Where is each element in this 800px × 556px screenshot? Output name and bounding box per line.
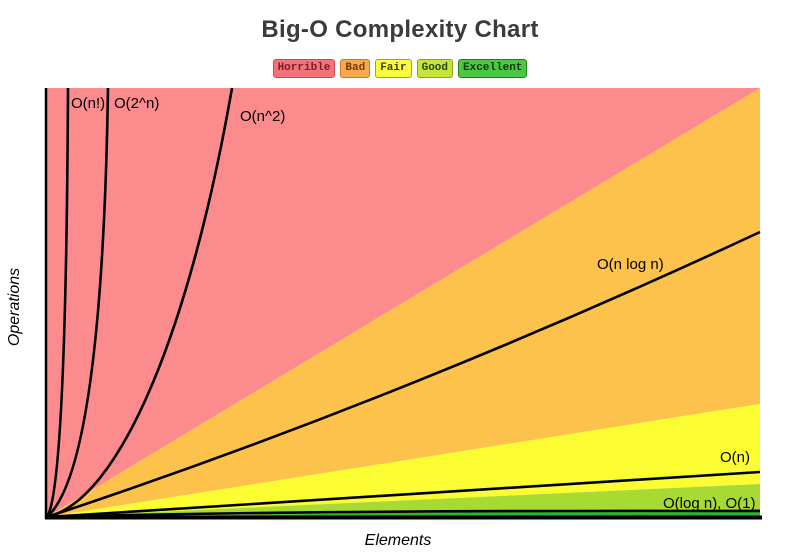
region-fair	[47, 404, 760, 517]
curve-n-factorial	[45, 87, 70, 518]
page-title: Big-O Complexity Chart	[261, 16, 539, 43]
curve-n	[46, 470, 761, 519]
curve-label-log-n-1: O(log n), O(1)	[663, 495, 756, 512]
curve-label-n-log-n: O(n log n)	[597, 256, 664, 273]
curve-2-pow-n	[46, 87, 110, 518]
curve-label-n-squared: O(n^2)	[240, 108, 285, 125]
curve-labels-layer: O(n!) O(2^n) O(n^2) O(n log n) O(n) O(log n),…	[71, 95, 756, 512]
legend-badge-bad: Bad	[340, 59, 371, 78]
curves-layer	[45, 87, 761, 519]
legend: Horrible Bad Fair Good Excellent	[0, 59, 800, 78]
region-bad	[47, 88, 760, 517]
curve-n-squared	[46, 87, 234, 519]
legend-badge-horrible: Horrible	[272, 59, 336, 78]
regions-layer	[47, 88, 760, 517]
x-axis-label: Elements	[365, 532, 432, 549]
region-good	[47, 484, 760, 517]
curve-label-n-factorial: O(n!)	[71, 95, 105, 112]
legend-badge-fair: Fair	[375, 59, 412, 78]
y-axis-label: Operations	[6, 268, 23, 346]
legend-badge-good: Good	[416, 59, 453, 78]
curve-n-log-n	[46, 230, 761, 519]
curve-label-n: O(n)	[720, 449, 750, 466]
legend-badge-excellent: Excellent	[458, 59, 528, 78]
curve-log-n-1	[46, 509, 761, 519]
curve-label-2-pow-n: O(2^n)	[114, 95, 159, 112]
